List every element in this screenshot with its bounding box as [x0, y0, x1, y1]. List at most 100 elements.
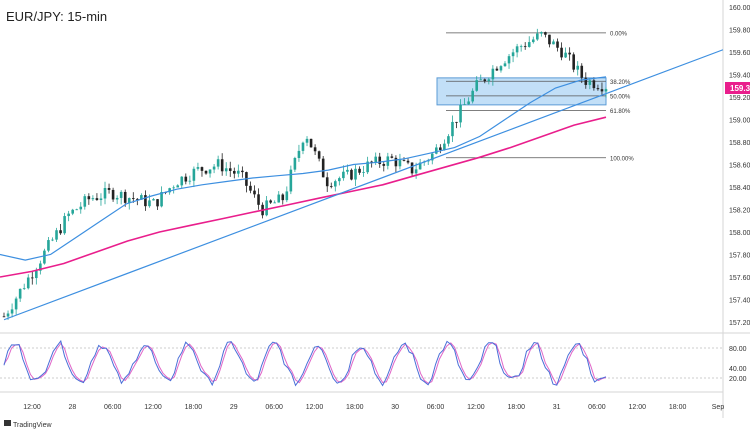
- candle-body: [119, 191, 123, 198]
- candle-body: [249, 185, 252, 191]
- candle-body: [63, 216, 66, 234]
- time-tick-label: 18:00: [507, 404, 525, 411]
- price-tick-label: 159.400: [729, 73, 750, 80]
- candle-body: [2, 316, 6, 318]
- candle-body: [560, 47, 563, 58]
- price-tick-label: 158.200: [729, 208, 750, 215]
- candles: [2, 28, 608, 320]
- candle-body: [580, 65, 584, 78]
- candle-body: [390, 156, 394, 158]
- candle-body: [188, 180, 192, 182]
- candle-body: [358, 168, 361, 173]
- candle-body: [354, 168, 357, 180]
- candle-body: [475, 80, 479, 91]
- price-tick-label: 159.000: [729, 118, 750, 125]
- candle-body: [519, 46, 523, 48]
- candle-body: [406, 160, 410, 163]
- candle-body: [374, 156, 378, 163]
- candle-body: [208, 169, 212, 174]
- candle-body: [216, 159, 220, 167]
- time-tick-label: 12:00: [144, 404, 162, 411]
- candle-body: [507, 56, 511, 64]
- candle-body: [540, 32, 543, 34]
- candle-body: [499, 66, 503, 71]
- candle-body: [600, 89, 604, 92]
- candle-body: [156, 199, 159, 207]
- candle-body: [382, 164, 386, 166]
- candle-body: [257, 194, 260, 205]
- candle-body: [99, 198, 103, 200]
- price-tick-label: 158.600: [729, 163, 750, 170]
- candle-body: [220, 159, 224, 172]
- candle-body: [459, 104, 462, 123]
- candle-body: [14, 298, 18, 310]
- candle-body: [6, 313, 10, 317]
- candle-body: [329, 186, 333, 188]
- ma-slow-line: [0, 116, 607, 278]
- candle-body: [237, 170, 240, 174]
- candle-body: [253, 190, 256, 195]
- price-tick-label: 160.000: [729, 5, 750, 12]
- time-tick-label: 06:00: [104, 404, 122, 411]
- candle-body: [131, 198, 135, 199]
- candle-body: [297, 150, 301, 159]
- candle-body: [334, 181, 337, 187]
- time-tick-label: 31: [553, 404, 561, 411]
- candle-body: [144, 195, 147, 207]
- candle-body: [439, 147, 442, 151]
- time-tick-labels: 12:00 28 06:00 12:00 18:00 29 06:00 12:00 18:00 3…: [23, 404, 724, 411]
- price-tick-label: 158.000: [729, 230, 750, 237]
- candle-body: [115, 197, 119, 200]
- candle-body: [588, 80, 592, 85]
- candle-body: [43, 250, 46, 264]
- time-tick-label: 29: [230, 404, 238, 411]
- candle-body: [212, 166, 216, 170]
- candle-body: [463, 104, 466, 106]
- candle-body: [447, 136, 450, 144]
- time-tick-label: 12:00: [467, 404, 485, 411]
- price-tick-label: 157.600: [729, 275, 750, 282]
- price-tick-label: 158.800: [729, 140, 750, 147]
- time-tick-label: Sep: [712, 404, 725, 411]
- candle-body: [200, 167, 204, 171]
- candle-body: [293, 158, 297, 170]
- candle-body: [418, 162, 422, 170]
- price-tick-label: 159.600: [729, 50, 750, 57]
- time-tick-label: 12:00: [306, 404, 324, 411]
- candle-body: [511, 52, 515, 57]
- candle-body: [556, 41, 559, 48]
- candle-body: [568, 52, 571, 55]
- tradingview-logo: TradingView: [4, 420, 52, 429]
- current-price-label: 159.30: [730, 84, 750, 93]
- fib-level-label: 0.00%: [610, 31, 628, 37]
- candle-body: [366, 161, 369, 173]
- price-tick-labels: 160.000 159.800 159.600 159.400 159.200 159.0…: [729, 5, 750, 327]
- fib-level-label: 38.20%: [610, 80, 631, 86]
- candle-body: [398, 160, 402, 167]
- candle-body: [103, 188, 107, 199]
- candle-body: [289, 169, 293, 192]
- candle-body: [18, 288, 22, 299]
- stoch-k-line: [3, 339, 607, 387]
- candle-body: [430, 153, 434, 161]
- candle-body: [184, 176, 188, 182]
- candle-body: [370, 161, 373, 163]
- price-tick-label: 159.200: [729, 95, 750, 102]
- candle-body: [269, 200, 272, 203]
- candle-body: [204, 170, 208, 174]
- candle-body: [342, 171, 345, 179]
- time-tick-label: 18:00: [185, 404, 203, 411]
- time-tick-label: 12:00: [23, 404, 41, 411]
- candle-body: [548, 34, 551, 45]
- watermark-text: TradingView: [13, 422, 52, 429]
- candle-body: [59, 230, 62, 234]
- candle-body: [285, 191, 289, 201]
- candle-body: [479, 79, 483, 81]
- candle-body: [192, 168, 196, 181]
- candle-body: [402, 160, 406, 161]
- ma-fast-line: [0, 76, 607, 261]
- candle-body: [523, 46, 527, 48]
- candle-body: [224, 168, 228, 172]
